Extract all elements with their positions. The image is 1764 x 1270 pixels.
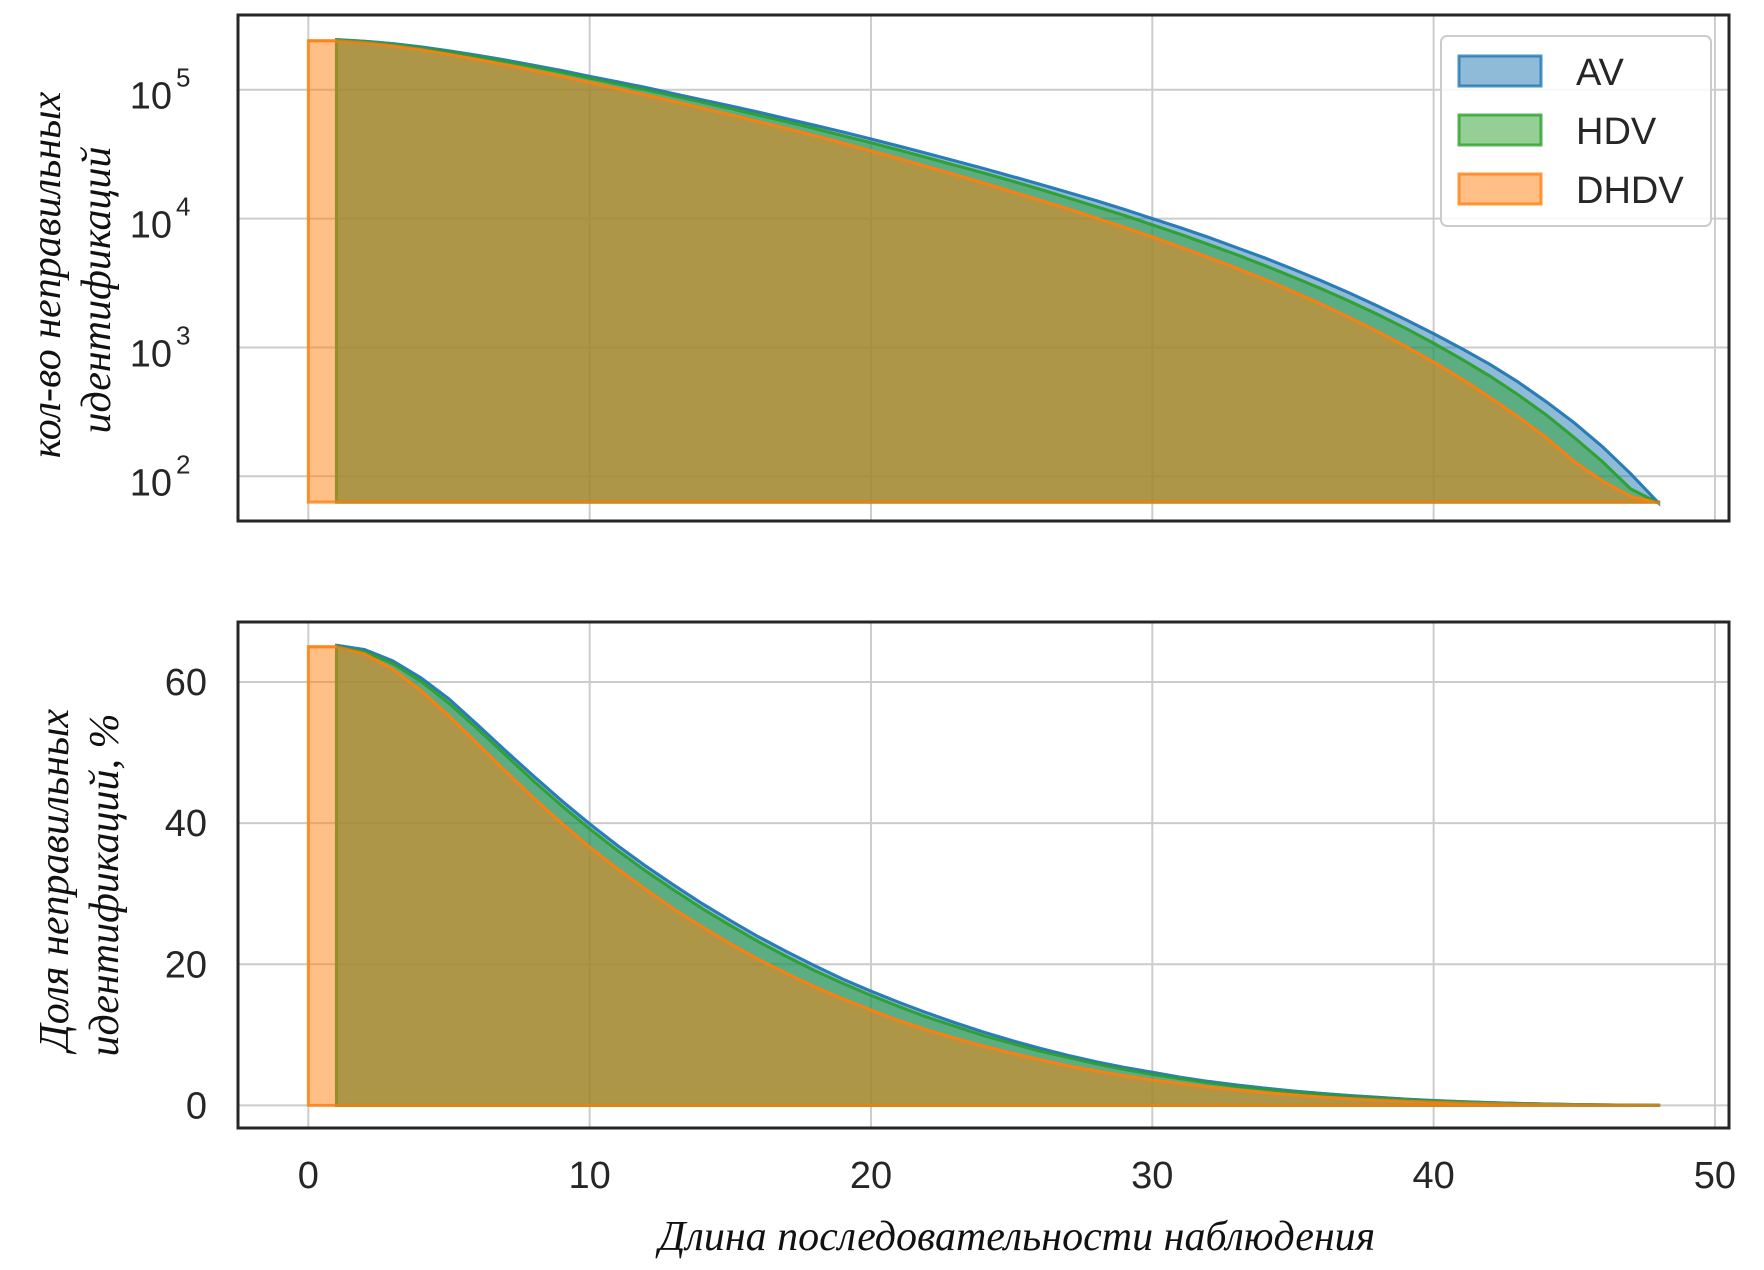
share-x-ticks: 0 10 20 30 40 50 bbox=[298, 1155, 1736, 1197]
x-tick-30: 30 bbox=[1131, 1155, 1173, 1197]
share-y-label-line2: идентификаций, % bbox=[82, 714, 128, 1057]
count-y-tick-1: 10 bbox=[130, 333, 172, 375]
share-y-tick-20: 20 bbox=[165, 944, 207, 986]
share-y-tick-60: 60 bbox=[165, 662, 207, 704]
count-y-tick-exp-2: 4 bbox=[176, 192, 190, 222]
count-frame bbox=[236, 13, 1731, 523]
count-y-tick-exp-1: 3 bbox=[176, 320, 190, 350]
share-y-label-line1: Доля неправильных bbox=[32, 709, 78, 1055]
count-y-label-line1: кол-во неправильных bbox=[24, 91, 70, 458]
share-frame bbox=[236, 620, 1731, 1130]
x-axis-label: Длина последовательности наблюдения bbox=[655, 1214, 1375, 1260]
count-areas bbox=[306, 37, 1661, 507]
legend-swatch-dhdv bbox=[1457, 172, 1543, 206]
count-y-tick-2: 10 bbox=[130, 205, 172, 247]
share-y-tick-0: 0 bbox=[186, 1085, 207, 1127]
share-lines bbox=[308, 643, 1659, 1107]
count-lines bbox=[308, 38, 1660, 505]
count-y-tick-3: 10 bbox=[130, 76, 172, 118]
x-tick-50: 50 bbox=[1694, 1155, 1736, 1197]
legend: AV HDV DHDV bbox=[1440, 35, 1712, 227]
share-panel: 0 20 40 60 0 10 20 30 40 50 Доля неправильных ид… bbox=[32, 620, 1736, 1260]
count-line-av bbox=[336, 38, 1660, 505]
share-line-dhdv bbox=[308, 645, 1659, 1107]
legend-label-dhdv: DHDV bbox=[1576, 170, 1684, 212]
legend-swatch-hdv bbox=[1457, 113, 1543, 147]
legend-label-av: AV bbox=[1576, 52, 1625, 94]
count-line-dhdv bbox=[308, 39, 1660, 505]
x-tick-20: 20 bbox=[850, 1155, 892, 1197]
x-tick-40: 40 bbox=[1412, 1155, 1454, 1197]
legend-label-hdv: HDV bbox=[1576, 111, 1657, 153]
share-y-ticks: 0 20 40 60 bbox=[165, 662, 207, 1127]
legend-swatch-av bbox=[1457, 54, 1543, 88]
count-y-tick-exp-0: 2 bbox=[176, 449, 190, 479]
count-y-tick-0: 10 bbox=[130, 462, 172, 504]
x-tick-0: 0 bbox=[298, 1155, 319, 1197]
count-y-label-line2: идентификаций bbox=[74, 147, 120, 434]
share-y-tick-40: 40 bbox=[165, 803, 207, 845]
count-line-hdv bbox=[336, 38, 1660, 505]
count-y-tick-exp-3: 5 bbox=[176, 63, 190, 93]
x-tick-10: 10 bbox=[569, 1155, 611, 1197]
